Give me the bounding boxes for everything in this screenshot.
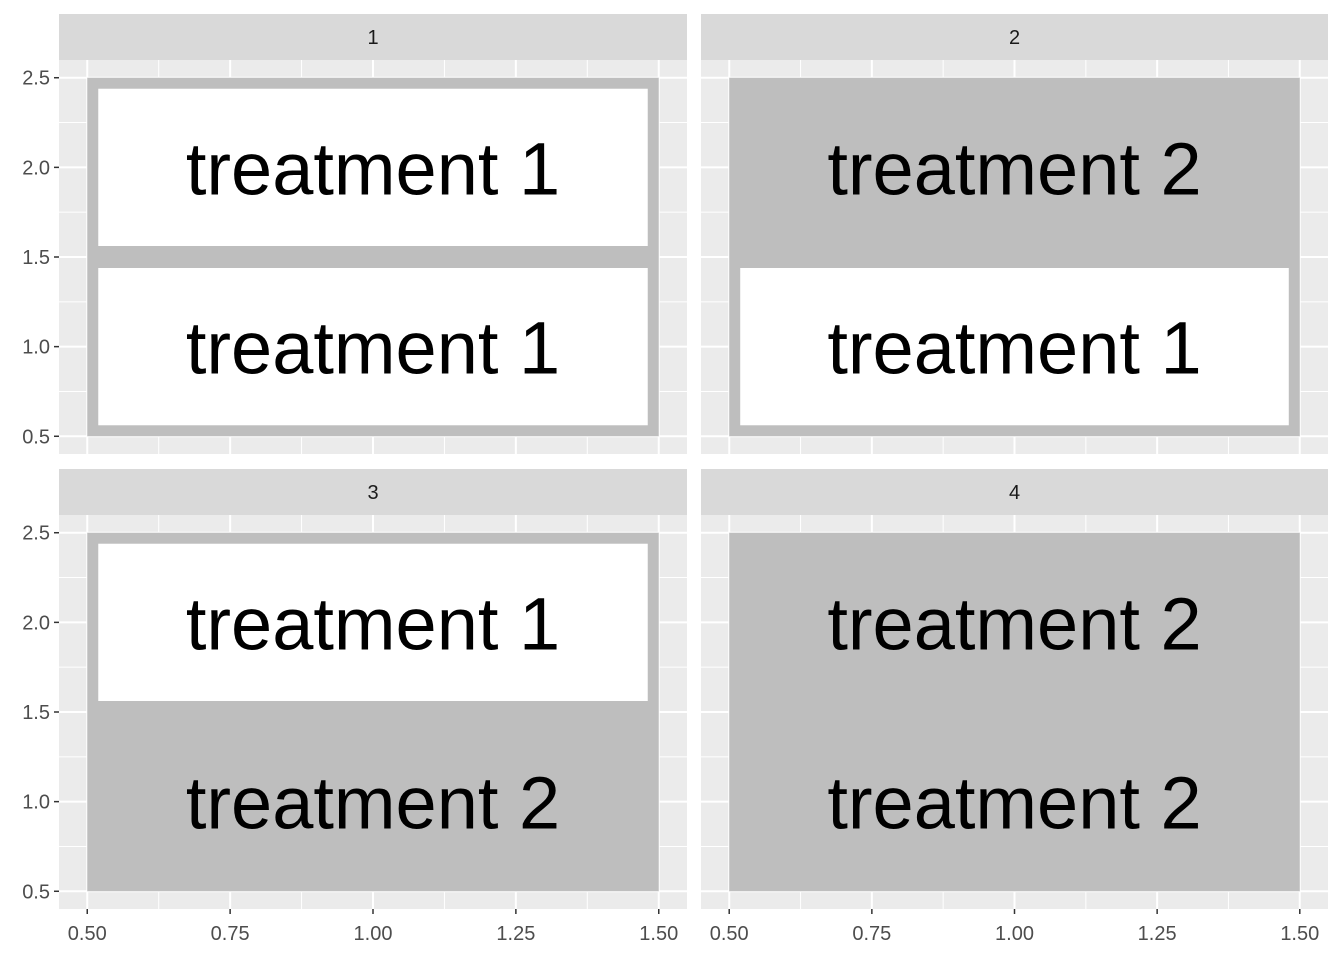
x-tick-label: 0.50 [710, 923, 749, 945]
x-tick-label: 0.75 [211, 923, 250, 945]
y-tick-label: 2.0 [22, 612, 50, 634]
tile [729, 712, 1300, 892]
tile [729, 77, 1300, 258]
y-tick-label: 2.5 [22, 68, 50, 90]
y-tick-label: 2.0 [22, 157, 50, 179]
facet-panel-4: 4 treatment 2 treatment 2 0.50 0.75 1.00 1.25 1… [701, 469, 1328, 945]
facet-strip [59, 469, 687, 515]
x-tick-label: 1.25 [496, 923, 535, 945]
facet-panel-3: 3 treatment 2 treatment 1 0.5 1.0 1.5 2.0 2.5 0.… [22, 469, 687, 945]
tile [729, 257, 1300, 437]
x-tick-label: 1.50 [1280, 923, 1319, 945]
y-tick-label: 2.5 [22, 523, 50, 545]
facet-panel-2: 2 treatment 1 treatment 2 [701, 14, 1328, 454]
y-tick-label: 0.5 [22, 881, 50, 903]
facet-strip-label: 2 [1009, 27, 1020, 49]
tile-label: treatment 2 [827, 127, 1201, 210]
facet-strip [701, 14, 1328, 60]
facet-strip [59, 14, 687, 60]
tile-label: treatment 2 [827, 762, 1201, 845]
tile-label: treatment 1 [827, 307, 1201, 390]
tile-label: treatment 2 [186, 762, 560, 845]
y-tick-label: 1.0 [22, 337, 50, 359]
y-tick-label: 1.5 [22, 247, 50, 269]
tile [87, 532, 659, 712]
tile [87, 77, 659, 258]
tile-label: treatment 1 [186, 307, 560, 390]
y-tick-label: 1.0 [22, 792, 50, 814]
tile-label: treatment 1 [186, 582, 560, 665]
facet-strip-label: 1 [367, 27, 378, 49]
x-tick-label: 1.50 [639, 923, 678, 945]
x-tick-label: 1.25 [1138, 923, 1177, 945]
tile-label: treatment 1 [186, 127, 560, 210]
tile [87, 257, 659, 437]
facet-strip [701, 469, 1328, 515]
x-tick-label: 1.00 [354, 923, 393, 945]
y-tick-label: 0.5 [22, 426, 50, 448]
tile-label: treatment 2 [827, 582, 1201, 665]
tile [87, 712, 659, 892]
x-tick-label: 0.75 [852, 923, 891, 945]
facet-strip-label: 4 [1009, 482, 1020, 504]
tile [729, 532, 1300, 712]
x-tick-label: 0.50 [68, 923, 107, 945]
facet-strip-label: 3 [367, 482, 378, 504]
facet-panel-1: 1 treatment 1 treatment 1 0.5 1.0 1.5 2.0 2.5 [22, 14, 687, 454]
x-tick-label: 1.00 [995, 923, 1034, 945]
y-tick-label: 1.5 [22, 702, 50, 724]
